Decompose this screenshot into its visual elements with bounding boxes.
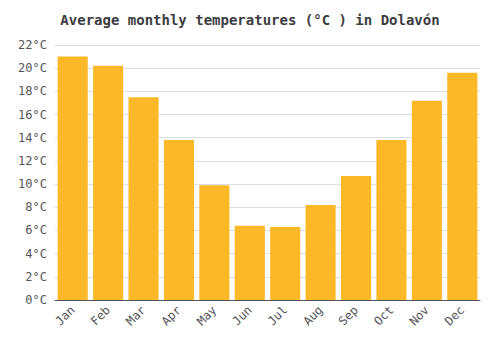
- svg-text:20°C: 20°C: [18, 61, 47, 75]
- svg-text:Average monthly temperatures (: Average monthly temperatures (°C ) in Do…: [60, 12, 439, 28]
- svg-text:Aug: Aug: [300, 303, 325, 328]
- svg-text:12°C: 12°C: [18, 154, 47, 168]
- svg-text:Oct: Oct: [371, 303, 396, 328]
- svg-text:16°C: 16°C: [18, 108, 47, 122]
- svg-text:Apr: Apr: [159, 303, 184, 328]
- svg-text:8°C: 8°C: [25, 200, 47, 214]
- svg-text:6°C: 6°C: [25, 223, 47, 237]
- svg-text:Jul: Jul: [265, 303, 290, 328]
- svg-text:14°C: 14°C: [18, 131, 47, 145]
- svg-text:10°C: 10°C: [18, 177, 47, 191]
- svg-text:4°C: 4°C: [25, 247, 47, 261]
- svg-text:0°C: 0°C: [25, 293, 47, 307]
- svg-text:2°C: 2°C: [25, 270, 47, 284]
- svg-text:May: May: [194, 303, 219, 328]
- svg-text:Mar: Mar: [123, 303, 148, 328]
- svg-text:Nov: Nov: [407, 303, 432, 328]
- svg-text:Jan: Jan: [52, 303, 77, 328]
- svg-text:Dec: Dec: [442, 303, 467, 328]
- svg-text:18°C: 18°C: [18, 84, 47, 98]
- svg-text:Feb: Feb: [88, 303, 113, 328]
- svg-text:Sep: Sep: [336, 303, 361, 328]
- svg-text:Jun: Jun: [230, 303, 255, 328]
- svg-text:22°C: 22°C: [18, 38, 47, 52]
